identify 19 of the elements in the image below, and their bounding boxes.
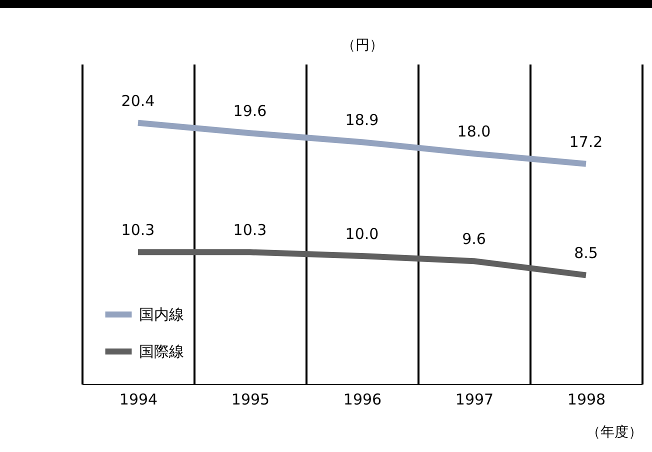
- data-label: 10.3: [121, 221, 155, 240]
- data-label: 9.6: [462, 230, 486, 248]
- legend-label: 国際線: [139, 342, 184, 360]
- data-label: 18.0: [457, 122, 491, 141]
- data-label: 10.0: [345, 225, 379, 243]
- legend-label: 国内線: [139, 306, 184, 324]
- x-tick-label: 1998: [567, 390, 606, 408]
- data-label: 8.5: [574, 244, 598, 262]
- y-axis-title: （円）: [342, 38, 384, 54]
- data-label: 17.2: [569, 132, 603, 151]
- data-label: 18.9: [345, 111, 379, 130]
- x-tick-label: 1995: [231, 390, 270, 408]
- data-label: 20.4: [121, 92, 155, 110]
- x-tick-label: 1994: [119, 390, 158, 408]
- x-axis-title: （年度）: [586, 424, 642, 440]
- data-label: 19.6: [233, 102, 267, 120]
- x-tick-label: 1997: [455, 390, 494, 408]
- data-label: 10.3: [233, 221, 267, 240]
- x-tick-label: 1996: [343, 390, 382, 408]
